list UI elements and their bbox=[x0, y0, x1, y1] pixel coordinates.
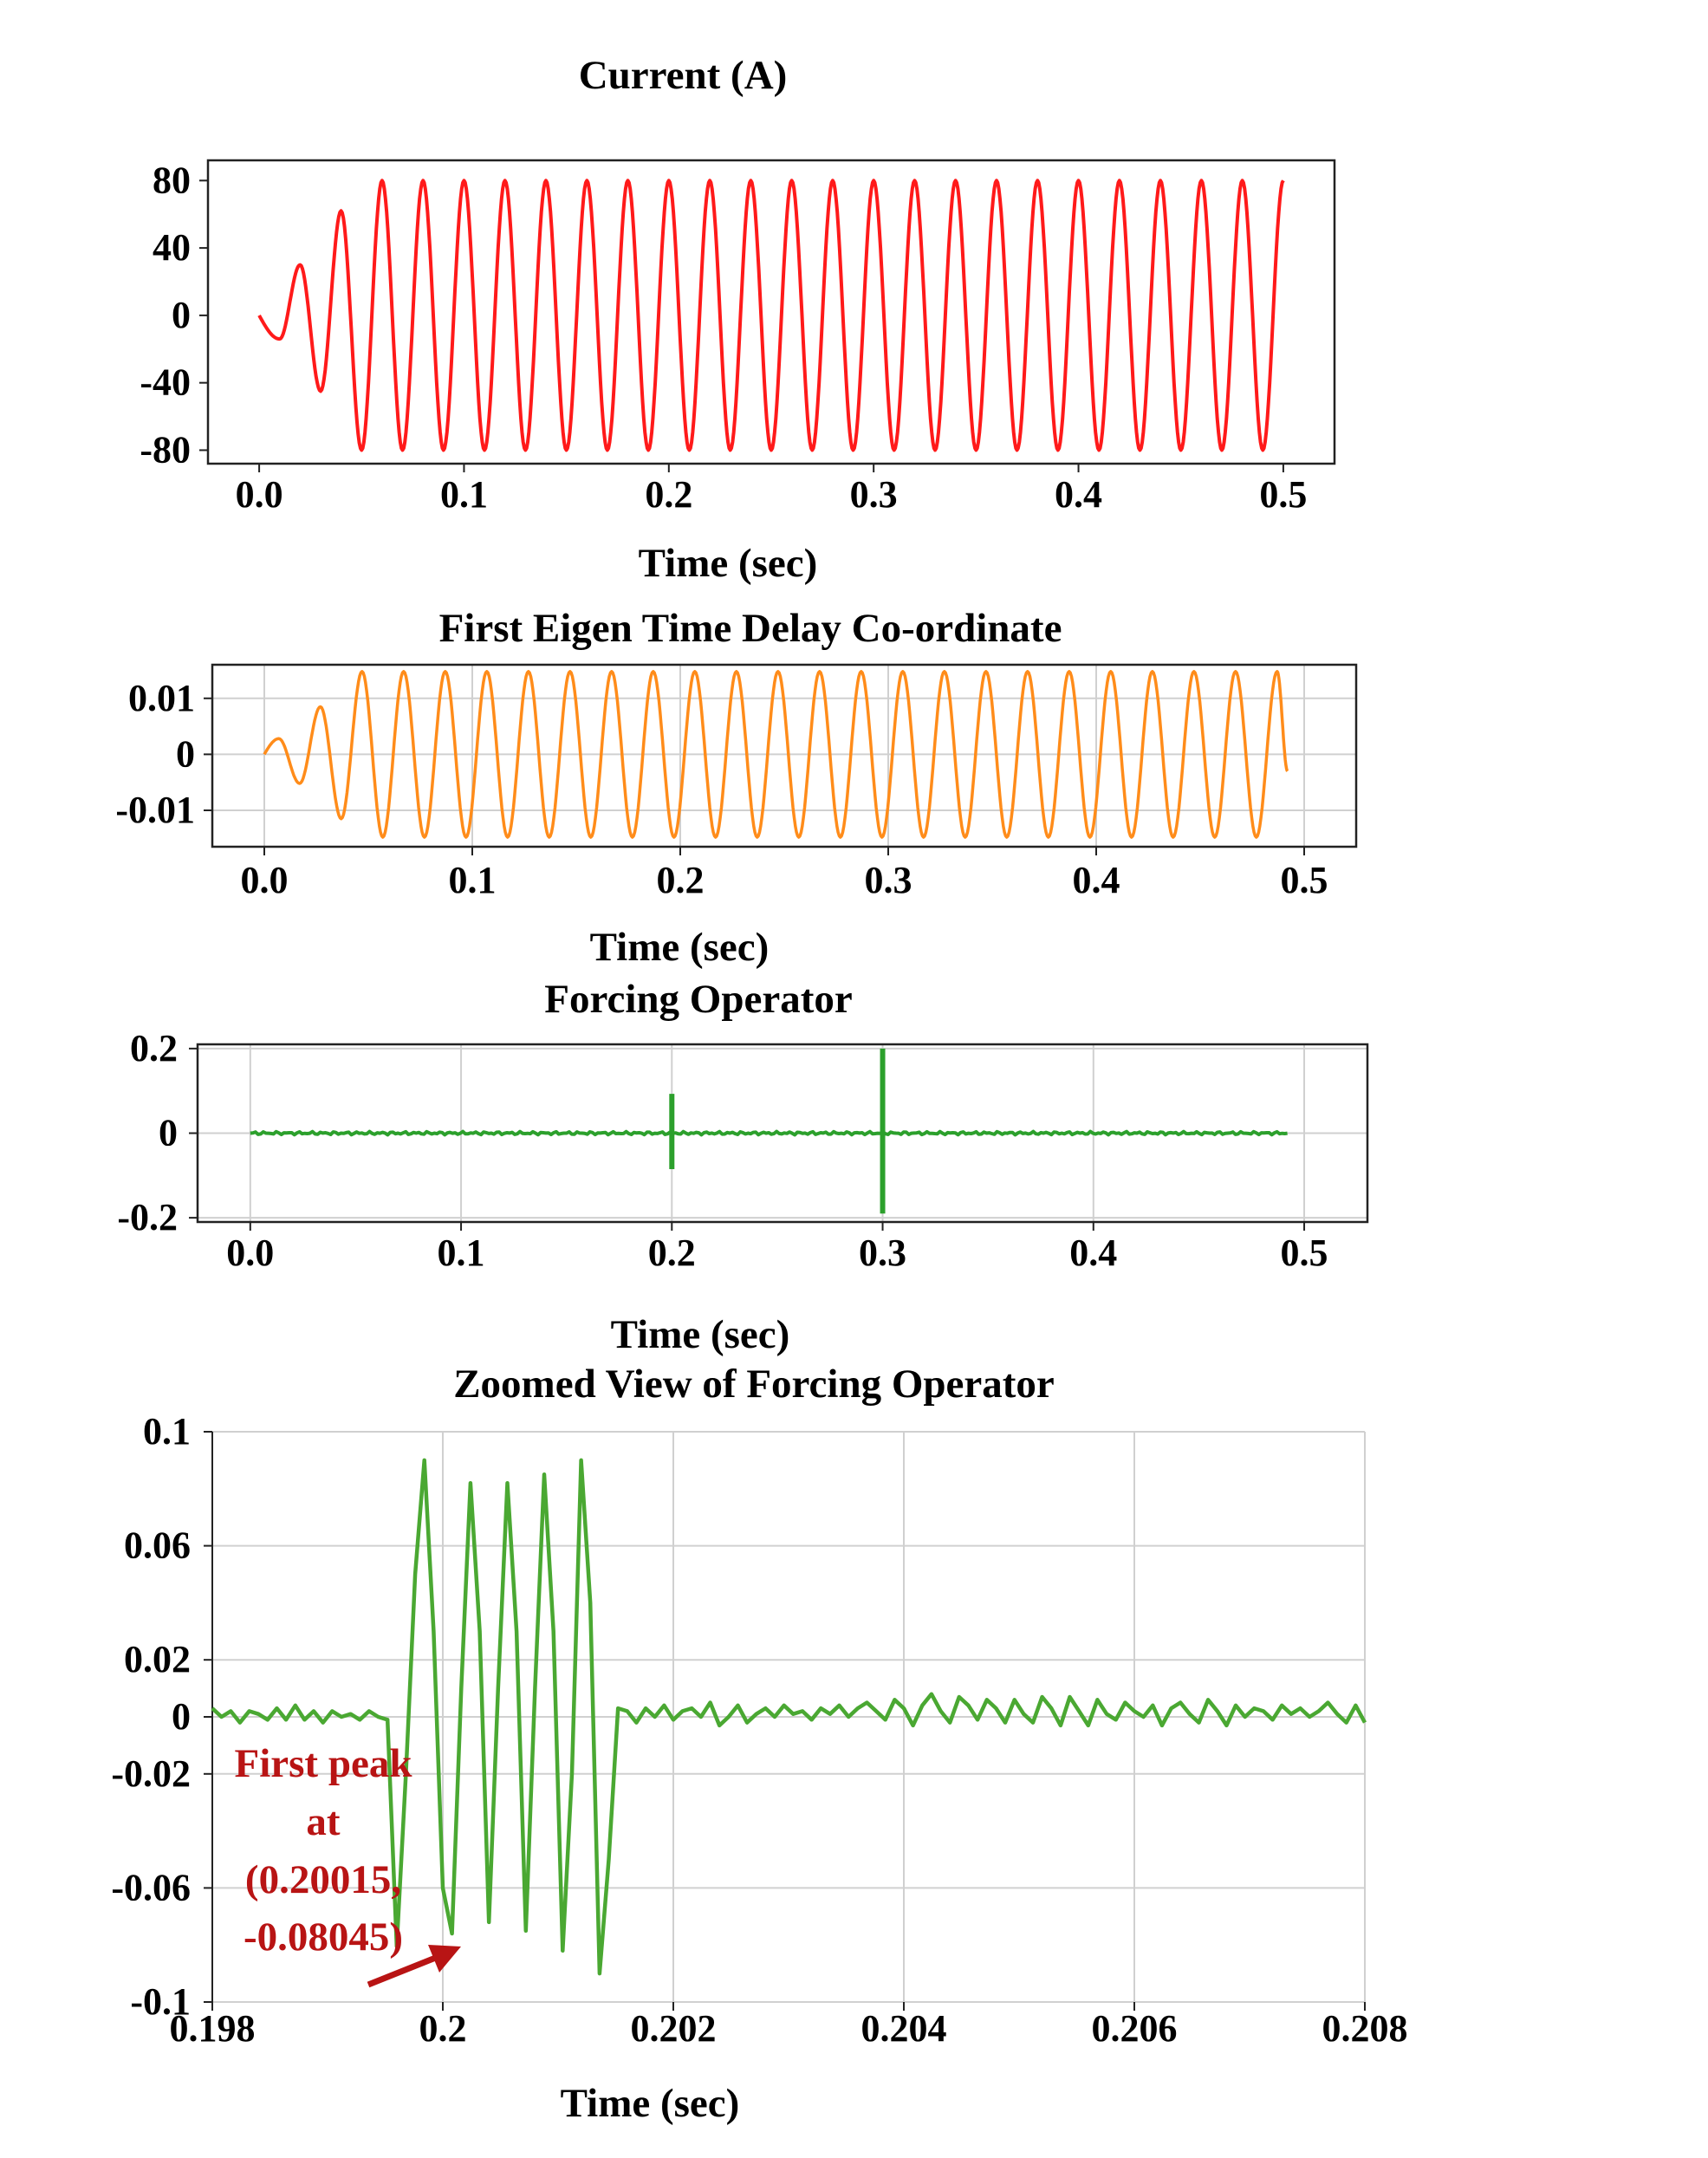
x-tick-label: 0.4 bbox=[1069, 1232, 1117, 1274]
chart-eigen-grid bbox=[212, 665, 1356, 847]
y-tick-label: -0.1 bbox=[130, 1980, 191, 2023]
x-tick-label: 0.3 bbox=[865, 859, 912, 901]
y-tick-label: -40 bbox=[140, 361, 191, 404]
x-tick-label: 0.206 bbox=[1092, 2007, 1178, 2050]
x-tick-label: 0.0 bbox=[236, 473, 283, 516]
x-tick-label: 0.3 bbox=[850, 473, 898, 516]
y-tick-label: 0 bbox=[176, 732, 195, 775]
y-tick-label: 80 bbox=[153, 159, 191, 201]
chart-zoom-y-ticks: 0.1 0.06 0.02 0 -0.02 -0.06 -0.1 bbox=[111, 1410, 212, 2023]
annotation-arrow-head bbox=[428, 1945, 461, 1973]
y-tick-label: 0 bbox=[159, 1112, 178, 1154]
x-tick-label: 0.4 bbox=[1073, 859, 1120, 901]
chart-current-y-ticks: 80 40 0 -40 -80 bbox=[140, 159, 208, 471]
chart-current: Current (A) 0.0 0.1 0.2 0.3 0.4 0.5 80 40 0 -40 -… bbox=[140, 53, 1336, 586]
chart-forcing-line bbox=[250, 1129, 1288, 1137]
chart-current-x-label: Time (sec) bbox=[639, 541, 818, 586]
chart-zoom-x-ticks: 0.198 0.2 0.202 0.204 0.206 0.208 bbox=[170, 2002, 1408, 2050]
x-tick-label: 0.5 bbox=[1259, 473, 1307, 516]
x-tick-label: 0.0 bbox=[241, 859, 289, 901]
y-tick-label: 40 bbox=[153, 226, 191, 269]
chart-forcing-x-label: Time (sec) bbox=[611, 1312, 790, 1357]
chart-forcing-x-ticks: 0.0 0.1 0.2 0.3 0.4 0.5 bbox=[226, 1222, 1328, 1274]
x-tick-label: 0.5 bbox=[1281, 1232, 1328, 1274]
y-tick-label: -0.2 bbox=[117, 1196, 178, 1238]
chart-eigen-line bbox=[263, 670, 1289, 839]
chart-current-frame bbox=[206, 159, 1336, 465]
x-tick-label: 0.2 bbox=[648, 1232, 696, 1274]
chart-forcing-spikes bbox=[669, 1048, 886, 1214]
annotation-line-1: First peak bbox=[235, 1741, 413, 1786]
chart-current-x-ticks: 0.0 0.1 0.2 0.3 0.4 0.5 bbox=[236, 464, 1307, 516]
x-tick-label: 0.2 bbox=[657, 859, 705, 901]
x-tick-label: 0.198 bbox=[170, 2007, 256, 2050]
x-tick-label: 0.2 bbox=[419, 2007, 467, 2050]
y-tick-label: 0.06 bbox=[124, 1524, 191, 1567]
chart-eigen-y-ticks: 0.01 0 -0.01 bbox=[115, 677, 212, 831]
x-tick-label: 0.4 bbox=[1055, 473, 1102, 516]
chart-eigen-frame bbox=[211, 663, 1358, 848]
chart-current-line bbox=[257, 179, 1285, 452]
x-tick-label: 0.0 bbox=[226, 1232, 274, 1274]
chart-zoom-annotation: First peak at (0.20015, -0.08045) bbox=[235, 1741, 461, 1988]
chart-zoom-x-label: Time (sec) bbox=[561, 2081, 740, 2126]
y-tick-label: -0.02 bbox=[111, 1752, 191, 1795]
x-tick-label: 0.3 bbox=[859, 1232, 906, 1274]
x-tick-label: 0.208 bbox=[1322, 2007, 1408, 2050]
x-tick-label: 0.204 bbox=[861, 2007, 947, 2050]
y-tick-label: -0.06 bbox=[111, 1866, 191, 1908]
x-tick-label: 0.202 bbox=[631, 2007, 717, 2050]
chart-forcing: Forcing Operator 0.0 0.1 0.2 0.3 0.4 0.5 0.20… bbox=[117, 977, 1369, 1357]
y-tick-label: 0 bbox=[172, 294, 191, 336]
x-tick-label: 0.1 bbox=[449, 859, 497, 901]
chart-eigen-x-ticks: 0.0 0.1 0.2 0.3 0.4 0.5 bbox=[241, 847, 1328, 901]
chart-eigen-x-label: Time (sec) bbox=[590, 925, 770, 970]
x-tick-label: 0.2 bbox=[645, 473, 692, 516]
annotation-line-3: (0.20015, bbox=[245, 1857, 401, 1902]
chart-current-title: Current (A) bbox=[579, 53, 788, 98]
y-tick-label: 0 bbox=[172, 1695, 191, 1738]
chart-eigen-title: First Eigen Time Delay Co-ordinate bbox=[439, 606, 1062, 651]
y-tick-label: -80 bbox=[140, 428, 191, 471]
chart-zoom-title: Zoomed View of Forcing Operator bbox=[453, 1362, 1055, 1407]
x-tick-label: 0.1 bbox=[440, 473, 488, 516]
y-tick-label: 0.2 bbox=[130, 1027, 178, 1069]
x-tick-label: 0.1 bbox=[438, 1232, 485, 1274]
chart-zoom-line bbox=[211, 1458, 1367, 1976]
chart-eigen: First Eigen Time Delay Co-ordinate 0.0 0.… bbox=[115, 606, 1358, 970]
y-tick-label: 0.01 bbox=[128, 677, 195, 719]
y-tick-label: -0.01 bbox=[115, 789, 195, 831]
annotation-line-2: at bbox=[306, 1799, 341, 1844]
annotation-line-4: -0.08045) bbox=[244, 1914, 403, 1960]
y-tick-label: 0.1 bbox=[143, 1410, 191, 1453]
chart-forcing-y-ticks: 0.2 0 -0.2 bbox=[117, 1027, 198, 1238]
chart-zoom: Zoomed View of Forcing Operator 0.198 0.2… bbox=[111, 1362, 1407, 2126]
chart-forcing-title: Forcing Operator bbox=[544, 977, 852, 1022]
annotation-arrow-shaft bbox=[367, 1953, 439, 1988]
y-tick-label: 0.02 bbox=[124, 1638, 191, 1680]
x-tick-label: 0.5 bbox=[1281, 859, 1328, 901]
